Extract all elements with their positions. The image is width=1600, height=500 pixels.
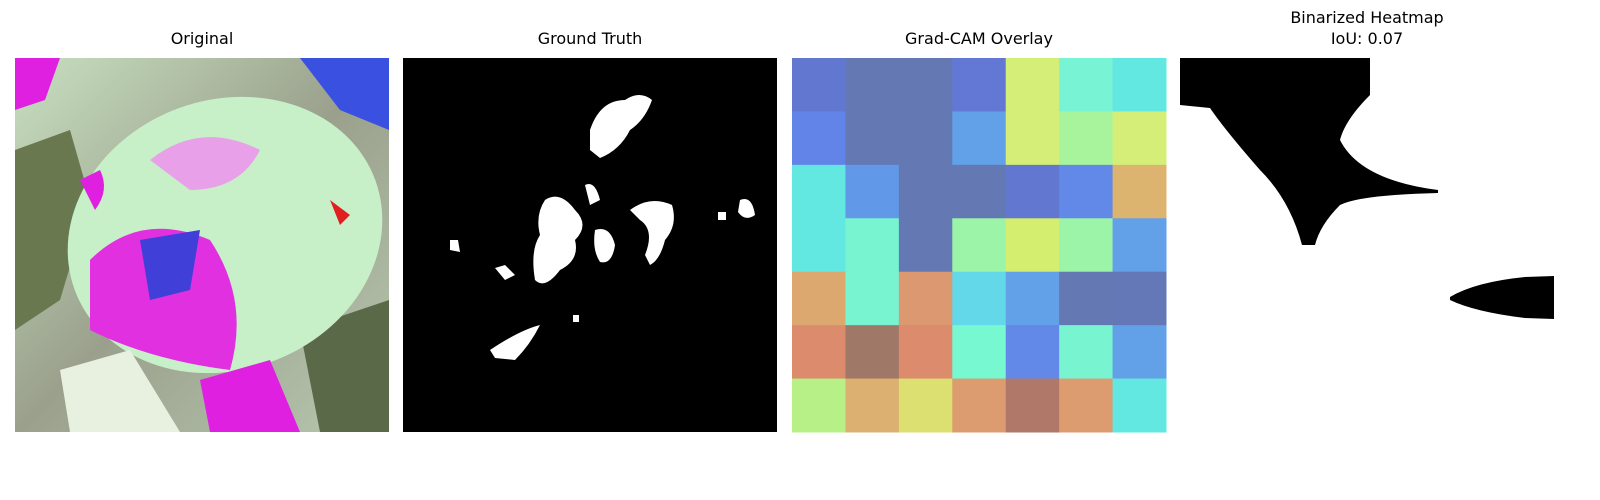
gradcam-cell xyxy=(1059,218,1114,273)
ground-truth-mask xyxy=(403,58,777,432)
gradcam-cell xyxy=(1059,164,1114,219)
gradcam-cell xyxy=(898,164,953,219)
original-image xyxy=(15,58,389,432)
gradcam-cell xyxy=(845,111,900,166)
gradcam-cell xyxy=(1005,271,1060,326)
gradcam-cell xyxy=(845,378,900,433)
gradcam-cell xyxy=(898,325,953,380)
gradcam-cell xyxy=(898,58,953,112)
gradcam-cell xyxy=(1112,58,1167,112)
gradcam-cell xyxy=(1112,164,1167,219)
gradcam-cell xyxy=(898,218,953,273)
panel-title: Ground Truth xyxy=(538,29,643,48)
gradcam-cell xyxy=(1112,271,1167,326)
binarized-heatmap xyxy=(1180,58,1554,432)
gradcam-cell xyxy=(1005,378,1060,433)
gradcam-cell xyxy=(845,164,900,219)
gradcam-cell xyxy=(845,218,900,273)
gradcam-cell xyxy=(845,325,900,380)
gradcam-cell xyxy=(792,111,846,166)
gradcam-cell xyxy=(898,378,953,433)
gradcam-cell xyxy=(1112,325,1167,380)
gradcam-cell xyxy=(952,58,1007,112)
gradcam-cell xyxy=(952,325,1007,380)
gradcam-cell xyxy=(1005,58,1060,112)
gradcam-cell xyxy=(1005,164,1060,219)
gradcam-cell xyxy=(845,271,900,326)
gradcam-cell xyxy=(898,111,953,166)
gradcam-cell xyxy=(1059,271,1114,326)
gradcam-cell xyxy=(792,58,846,112)
gradcam-cell xyxy=(952,271,1007,326)
gradcam-cell xyxy=(1005,111,1060,166)
panel-title: Grad-CAM Overlay xyxy=(905,29,1053,48)
panel-subtitle: IoU: 0.07 xyxy=(1331,29,1403,48)
gradcam-cell xyxy=(792,164,846,219)
gradcam-cell xyxy=(1112,218,1167,273)
gradcam-cell xyxy=(1059,378,1114,433)
panel-title: Original xyxy=(171,29,234,48)
gradcam-cell xyxy=(952,111,1007,166)
gradcam-cell xyxy=(898,271,953,326)
gradcam-cell xyxy=(792,271,846,326)
gradcam-cell xyxy=(952,164,1007,219)
gradcam-cell xyxy=(1005,325,1060,380)
gradcam-cell xyxy=(1112,378,1167,433)
gradcam-cell xyxy=(952,218,1007,273)
gradcam-cell xyxy=(792,325,846,380)
panel-title: Binarized Heatmap xyxy=(1290,8,1443,27)
gradcam-cell xyxy=(1059,111,1114,166)
gradcam-grid xyxy=(792,58,1167,433)
gradcam-cell xyxy=(1059,325,1114,380)
gradcam-cell xyxy=(952,378,1007,433)
gradcam-cell xyxy=(792,378,846,433)
gradcam-cell xyxy=(1112,111,1167,166)
gradcam-cell xyxy=(792,218,846,273)
gradcam-cell xyxy=(1005,218,1060,273)
gradcam-cell xyxy=(845,58,900,112)
gradcam-cell xyxy=(1059,58,1114,112)
